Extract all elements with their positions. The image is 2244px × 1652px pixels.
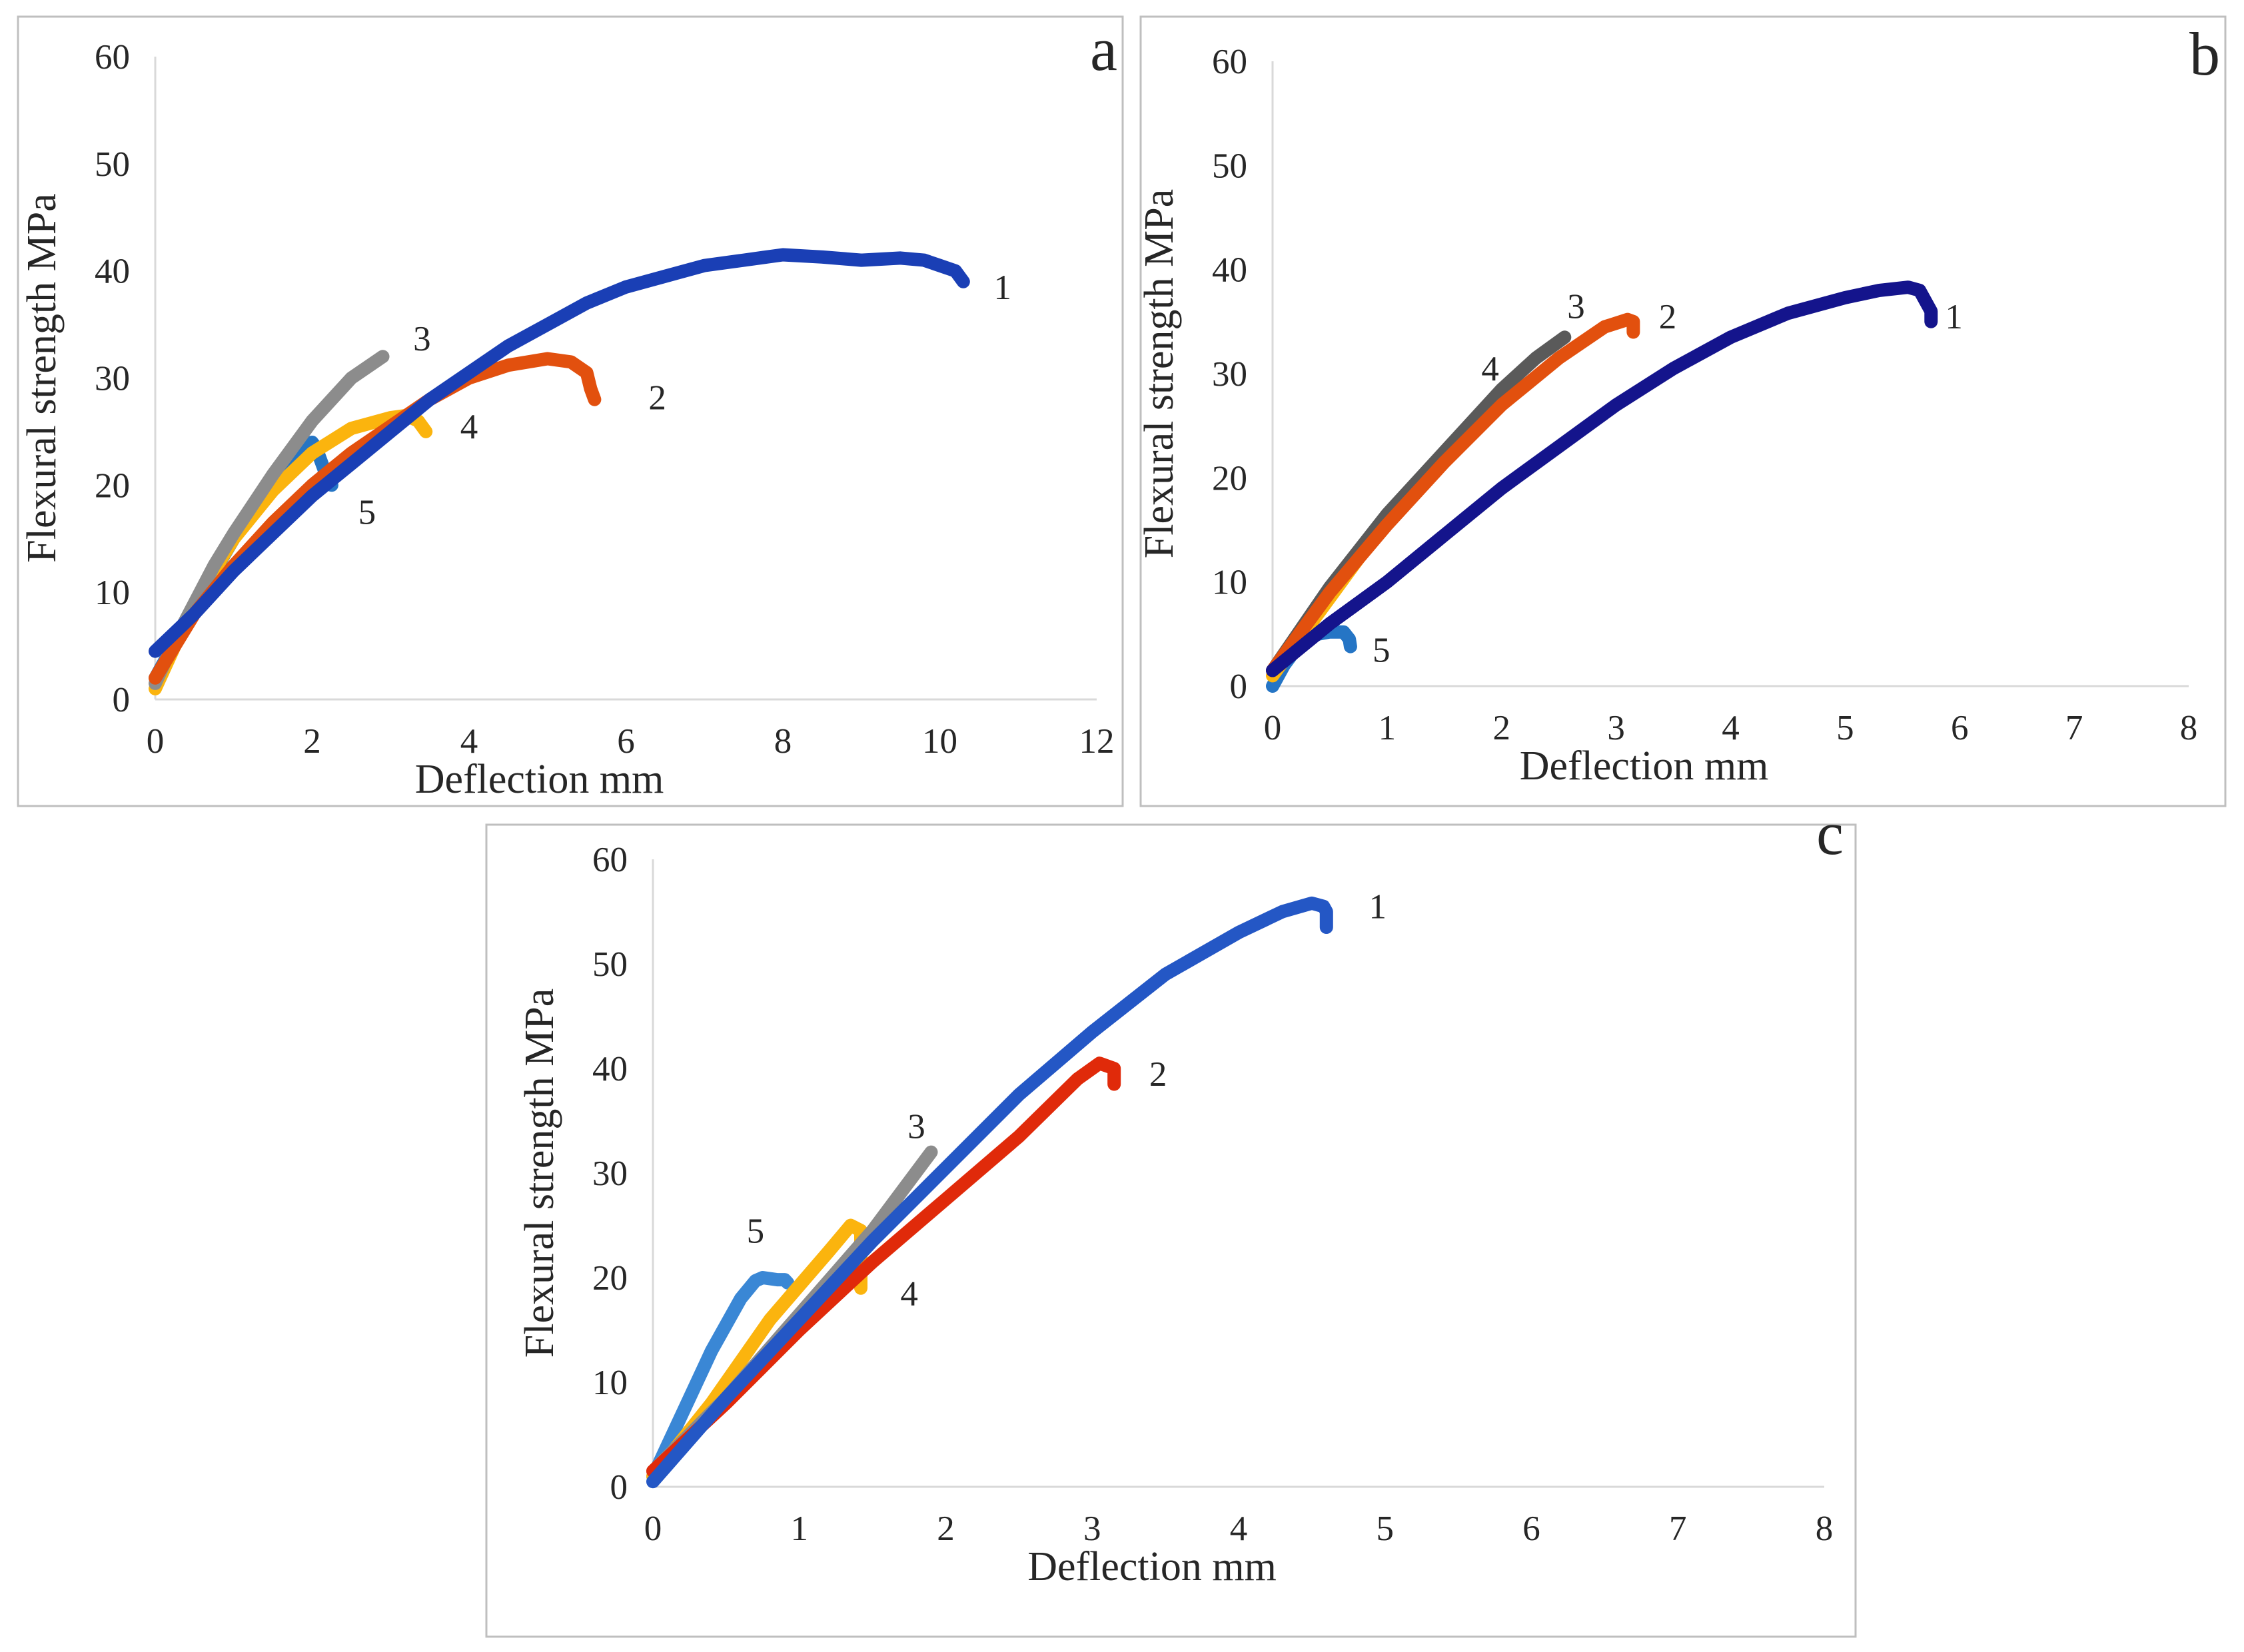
x-tick-label: 4 xyxy=(1230,1509,1248,1548)
series-line-1 xyxy=(149,248,970,658)
curve-label-3: 3 xyxy=(907,1107,925,1146)
x-tick-label: 3 xyxy=(1083,1509,1101,1548)
y-tick-label: 10 xyxy=(95,574,130,612)
curve-label-2: 2 xyxy=(1149,1055,1167,1094)
y-tick-label: 60 xyxy=(1212,43,1247,81)
x-tick-label: 6 xyxy=(1522,1509,1540,1548)
x-tick-label: 8 xyxy=(1816,1509,1834,1548)
series-line-2 xyxy=(1266,312,1640,677)
panel-frame xyxy=(485,823,1857,1638)
y-axis-title: Flexural strength MPa xyxy=(19,193,65,563)
curve-label-1: 1 xyxy=(1369,888,1387,927)
curve-label-5: 5 xyxy=(1373,631,1391,669)
curve-label-1: 1 xyxy=(993,268,1011,307)
x-tick-label: 2 xyxy=(937,1509,955,1548)
curve-label-1: 1 xyxy=(1945,298,1963,336)
x-tick-label: 12 xyxy=(1079,722,1115,761)
x-axis-title: Deflection mm xyxy=(415,757,664,802)
series-line-1 xyxy=(1266,280,1938,677)
x-tick-label: 0 xyxy=(147,722,165,761)
curve-label-3: 3 xyxy=(1567,287,1585,326)
x-tick-label: 2 xyxy=(303,722,321,761)
x-tick-label: 5 xyxy=(1836,709,1854,747)
x-tick-label: 0 xyxy=(644,1509,662,1548)
y-tick-label: 20 xyxy=(592,1259,628,1298)
series-line-1 xyxy=(646,896,1333,1489)
panel-letter: a xyxy=(1090,15,1117,83)
y-tick-label: 0 xyxy=(610,1468,628,1507)
y-axis-title: Flexural strength MPa xyxy=(1137,189,1182,559)
x-tick-label: 1 xyxy=(1379,709,1397,747)
x-tick-label: 4 xyxy=(460,722,478,761)
x-tick-label: 6 xyxy=(1951,709,1969,747)
panel-letter: c xyxy=(1816,799,1844,867)
panel-c: 0 10 20 30 40 50 60 0 1 2 3 4 5 6 7 8 Deflection mm Flexu… xyxy=(485,799,1857,1638)
x-tick-label: 10 xyxy=(922,722,957,761)
y-tick-label: 60 xyxy=(95,38,130,77)
y-tick-label: 30 xyxy=(95,360,130,398)
x-tick-label: 4 xyxy=(1722,709,1740,747)
y-tick-label: 50 xyxy=(1212,147,1247,185)
x-tick-label: 6 xyxy=(617,722,635,761)
curve-label-3: 3 xyxy=(413,320,431,358)
y-tick-label: 30 xyxy=(592,1154,628,1193)
x-tick-label: 8 xyxy=(2180,709,2198,747)
x-tick-label: 1 xyxy=(791,1509,809,1548)
y-tick-label: 50 xyxy=(95,145,130,184)
curve-label-4: 4 xyxy=(460,408,478,446)
curve-label-2: 2 xyxy=(648,378,666,417)
y-tick-label: 40 xyxy=(95,252,130,291)
x-tick-label: 8 xyxy=(774,722,792,761)
series-line-3 xyxy=(646,1145,938,1478)
curve-label-4: 4 xyxy=(900,1275,918,1314)
panel-frame xyxy=(17,15,1124,807)
y-tick-label: 0 xyxy=(1230,667,1248,706)
panel-frame xyxy=(1139,15,2227,807)
y-tick-label: 30 xyxy=(1212,355,1247,394)
y-tick-label: 40 xyxy=(1212,251,1247,290)
x-tick-label: 5 xyxy=(1377,1509,1395,1548)
y-tick-label: 10 xyxy=(592,1364,628,1402)
y-tick-label: 50 xyxy=(592,945,628,984)
curve-label-5: 5 xyxy=(747,1212,765,1250)
x-axis-title: Deflection mm xyxy=(1027,1544,1277,1589)
curve-label-4: 4 xyxy=(1481,350,1499,388)
x-tick-label: 3 xyxy=(1607,709,1625,747)
series-line-5 xyxy=(646,1271,795,1483)
x-axis-title: Deflection mm xyxy=(1520,743,1769,789)
y-tick-label: 20 xyxy=(1212,459,1247,498)
x-tick-label: 0 xyxy=(1264,709,1282,747)
curve-label-5: 5 xyxy=(358,494,376,532)
x-tick-label: 7 xyxy=(2065,709,2083,747)
x-tick-label: 2 xyxy=(1493,709,1511,747)
y-tick-label: 60 xyxy=(592,841,628,879)
y-tick-label: 20 xyxy=(95,466,130,505)
curve-label-2: 2 xyxy=(1659,298,1677,336)
panel-letter: b xyxy=(2189,20,2220,88)
y-axis-title: Flexural strength MPa xyxy=(517,989,562,1358)
y-tick-label: 10 xyxy=(1212,564,1247,602)
y-tick-label: 40 xyxy=(592,1050,628,1088)
x-tick-label: 7 xyxy=(1669,1509,1687,1548)
panel-b: 0 10 20 30 40 50 60 0 1 2 3 4 5 6 7 8 Deflection mm Flexu… xyxy=(1137,15,2227,807)
y-tick-label: 0 xyxy=(113,681,131,719)
